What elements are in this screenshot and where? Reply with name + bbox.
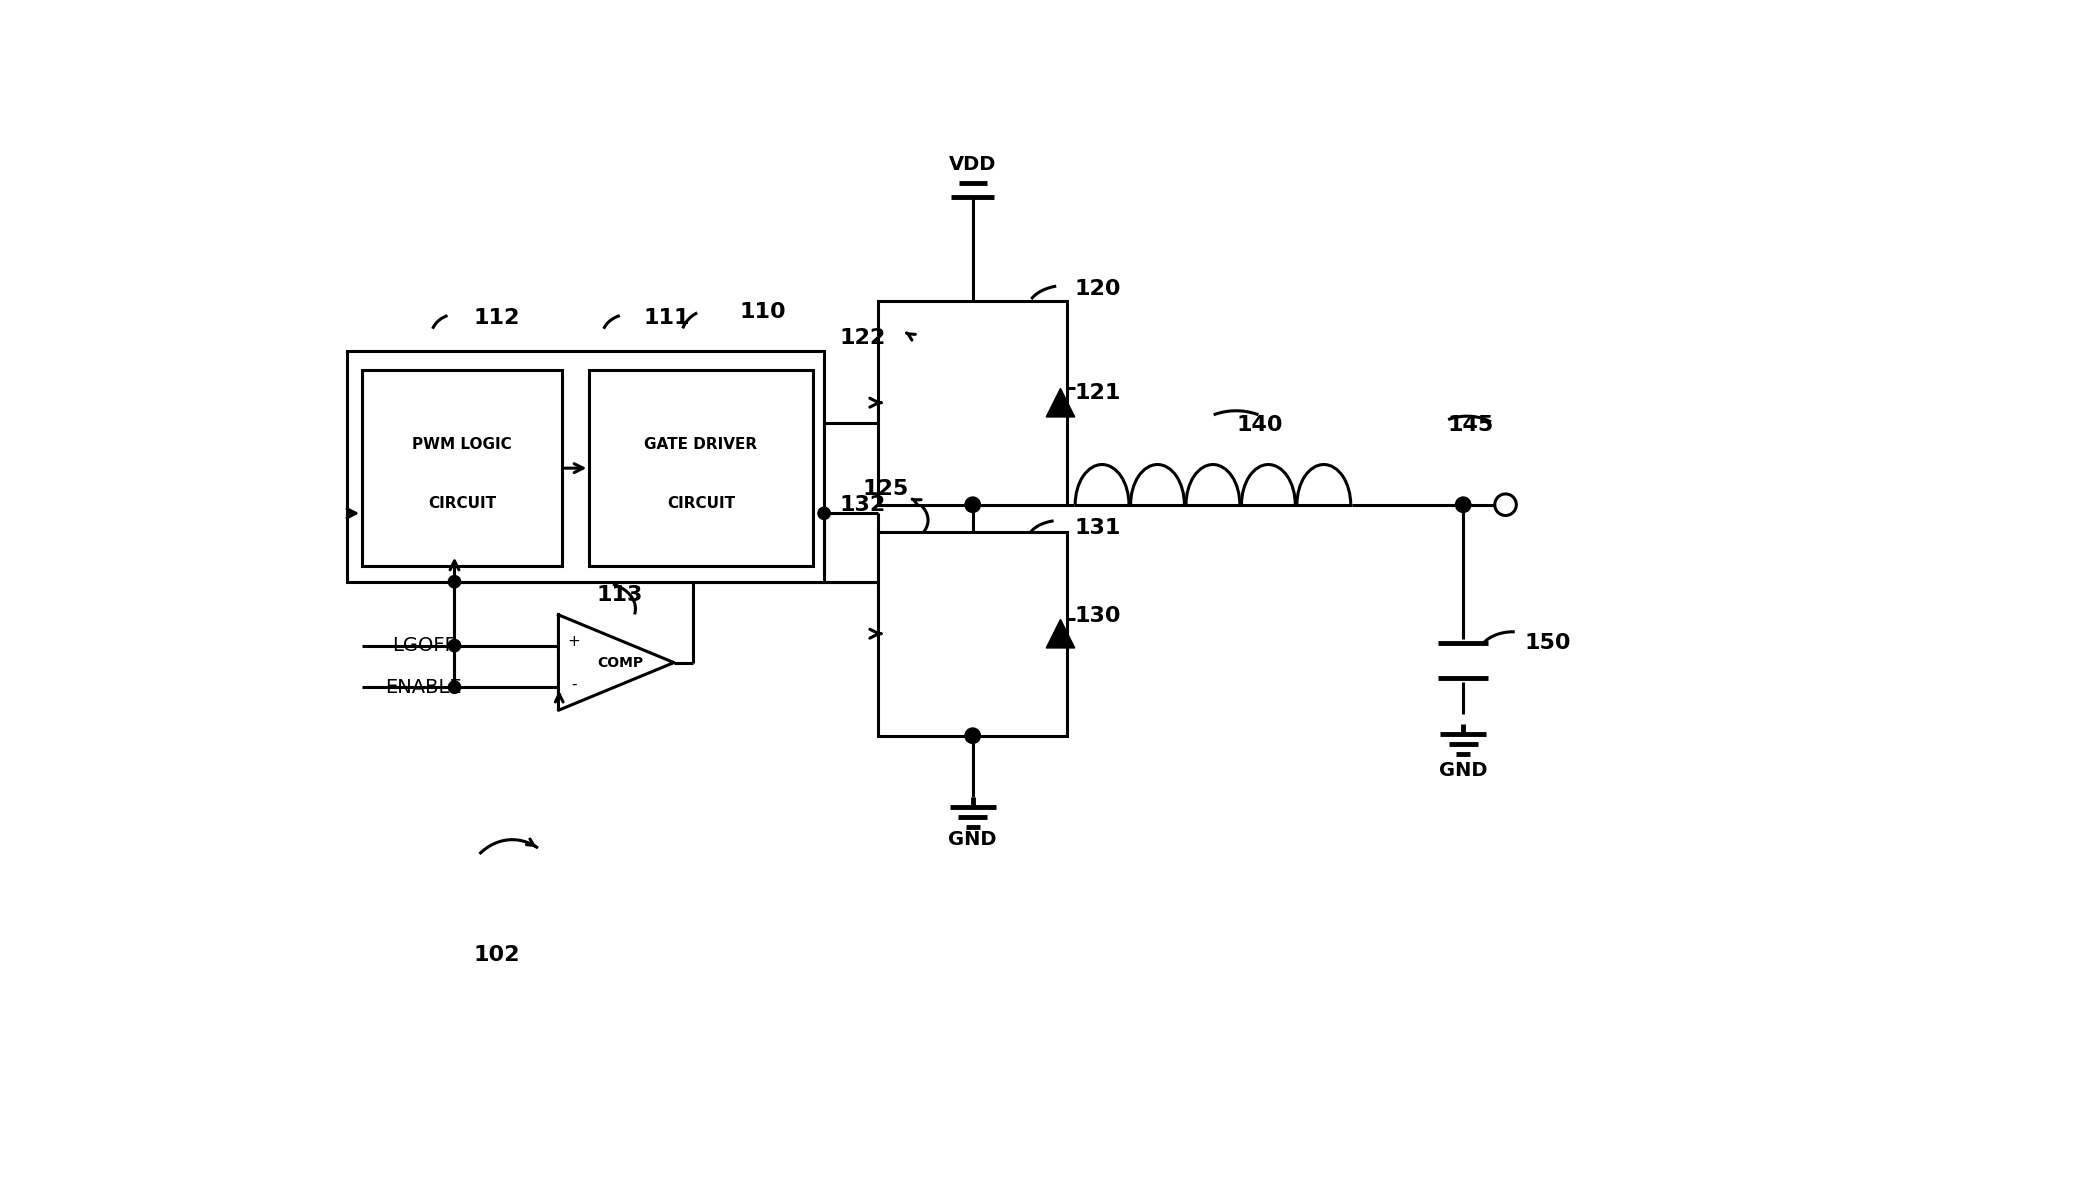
Text: 131: 131 <box>1074 517 1122 538</box>
Bar <box>346 351 824 582</box>
Circle shape <box>448 575 461 588</box>
Text: 150: 150 <box>1524 633 1572 653</box>
Polygon shape <box>1047 620 1074 648</box>
Text: 132: 132 <box>840 494 886 515</box>
Circle shape <box>817 508 830 520</box>
Text: COMP: COMP <box>596 656 642 670</box>
Bar <box>590 371 813 567</box>
Circle shape <box>965 728 980 743</box>
Text: +: + <box>567 634 580 648</box>
Bar <box>878 301 1068 505</box>
Text: 120: 120 <box>1074 279 1122 300</box>
Text: 121: 121 <box>1074 383 1122 403</box>
Circle shape <box>448 640 461 652</box>
Text: 125: 125 <box>863 479 909 499</box>
Text: 130: 130 <box>1074 606 1122 627</box>
Text: 102: 102 <box>473 946 521 965</box>
Text: 111: 111 <box>642 308 690 327</box>
Circle shape <box>965 497 980 512</box>
Text: 113: 113 <box>596 585 644 605</box>
Text: LGOFF: LGOFF <box>392 636 457 656</box>
Text: 145: 145 <box>1447 415 1495 435</box>
Text: 112: 112 <box>473 308 519 327</box>
Text: CIRCUIT: CIRCUIT <box>667 496 734 511</box>
Text: -: - <box>571 676 578 692</box>
Text: CIRCUIT: CIRCUIT <box>427 496 496 511</box>
Bar <box>363 371 563 567</box>
Text: VDD: VDD <box>949 155 997 174</box>
Bar <box>878 532 1068 736</box>
Text: PWM LOGIC: PWM LOGIC <box>413 437 513 452</box>
Circle shape <box>448 681 461 693</box>
Circle shape <box>1455 497 1470 512</box>
Text: GATE DRIVER: GATE DRIVER <box>644 437 757 452</box>
Circle shape <box>1495 494 1516 516</box>
Text: 110: 110 <box>740 302 786 322</box>
Text: GND: GND <box>1439 760 1487 780</box>
Text: 140: 140 <box>1236 415 1282 435</box>
Text: GND: GND <box>949 830 997 849</box>
Text: ENABLE: ENABLE <box>386 677 463 697</box>
Polygon shape <box>1047 389 1074 417</box>
Text: 122: 122 <box>840 327 886 348</box>
Polygon shape <box>559 615 673 710</box>
